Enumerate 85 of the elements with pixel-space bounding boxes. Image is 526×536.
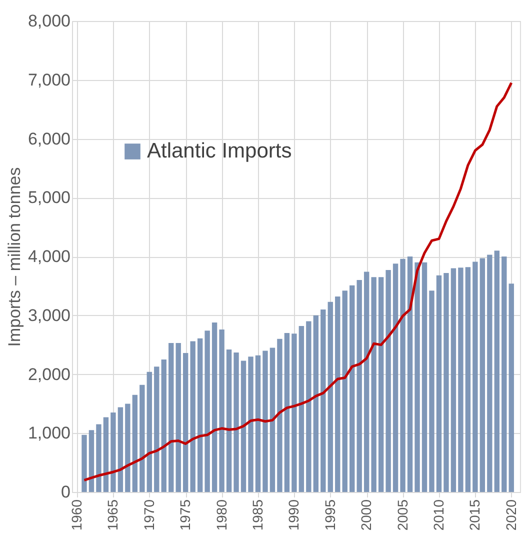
- x-tick-label: 1995: [322, 499, 338, 531]
- y-tick-label: 5,000: [28, 188, 70, 208]
- x-tick-label: 2010: [430, 499, 446, 531]
- x-tick-label: 2020: [502, 499, 519, 531]
- bar: [248, 356, 254, 492]
- bar: [502, 256, 507, 492]
- bar: [234, 352, 239, 492]
- bar: [182, 353, 188, 492]
- bar: [212, 322, 218, 492]
- x-tick-label: 1985: [249, 499, 266, 531]
- bar: [465, 267, 471, 492]
- legend-label: Atlantic Imports: [147, 140, 292, 162]
- bar: [494, 250, 500, 492]
- x-tick-label: 1990: [286, 499, 302, 531]
- bar: [292, 334, 297, 492]
- bar: [204, 330, 210, 492]
- bar: [284, 333, 290, 492]
- bar: [436, 275, 442, 492]
- bar: [176, 343, 181, 492]
- bar: [364, 272, 370, 492]
- y-tick-label: 0: [61, 482, 70, 502]
- bar: [96, 424, 102, 492]
- bar: [356, 280, 362, 492]
- y-axis-title: Imports – million tonnes: [4, 167, 24, 347]
- x-tick-label: 1975: [177, 499, 194, 531]
- bar: [110, 412, 116, 492]
- bar: [392, 264, 398, 492]
- bar: [219, 330, 224, 492]
- bar: [342, 290, 348, 492]
- bar: [386, 270, 391, 492]
- bar: [226, 350, 232, 492]
- x-tick-label: 1980: [213, 499, 230, 531]
- bar: [140, 384, 145, 492]
- bar: [400, 258, 406, 492]
- x-tick-label: 2000: [358, 499, 374, 531]
- bar: [429, 290, 434, 492]
- bar: [335, 296, 340, 492]
- bar: [508, 284, 514, 492]
- y-tick-label: 4,000: [28, 247, 70, 266]
- bar: [350, 285, 355, 492]
- bar: [480, 258, 486, 492]
- bar: [168, 343, 174, 492]
- bar: [240, 360, 246, 492]
- bar: [328, 302, 333, 492]
- bar: [407, 256, 413, 492]
- x-tick-label: 1965: [104, 499, 121, 531]
- bar: [146, 372, 152, 492]
- x-tick-label: 1970: [140, 499, 157, 531]
- bar: [197, 338, 203, 492]
- bar: [487, 254, 492, 492]
- bar: [154, 366, 160, 492]
- bar: [270, 348, 276, 492]
- bar: [125, 404, 130, 492]
- line-series: [82, 82, 513, 482]
- bar: [444, 272, 449, 492]
- y-tick-label: 8,000: [28, 12, 70, 30]
- bar: [306, 321, 312, 492]
- bar: [103, 417, 109, 492]
- y-tick-label: 7,000: [28, 70, 70, 90]
- bar: [190, 341, 196, 492]
- bar: [82, 434, 87, 492]
- bar: [161, 360, 166, 492]
- bar: [472, 262, 478, 492]
- bar: [320, 309, 326, 492]
- bar: [414, 262, 420, 492]
- bar: [450, 268, 456, 492]
- y-tick-label: 2,000: [28, 364, 70, 384]
- bar: [371, 277, 376, 492]
- bar: [88, 430, 94, 492]
- bar: [255, 355, 261, 492]
- bar: [298, 326, 304, 492]
- bar: [132, 394, 138, 492]
- x-tick-label: 2005: [394, 499, 410, 531]
- bar: [422, 262, 428, 492]
- y-tick-label: 3,000: [28, 306, 70, 325]
- bar: [262, 350, 268, 492]
- bar: [313, 315, 319, 492]
- bar: [378, 277, 384, 492]
- y-tick-label: 6,000: [28, 129, 70, 148]
- bar: [458, 268, 464, 492]
- x-tick-label: 1960: [68, 499, 84, 531]
- x-tick-label: 2015: [466, 499, 483, 531]
- bar: [277, 338, 282, 492]
- bar: [118, 407, 124, 492]
- y-tick-label: 1,000: [28, 424, 70, 443]
